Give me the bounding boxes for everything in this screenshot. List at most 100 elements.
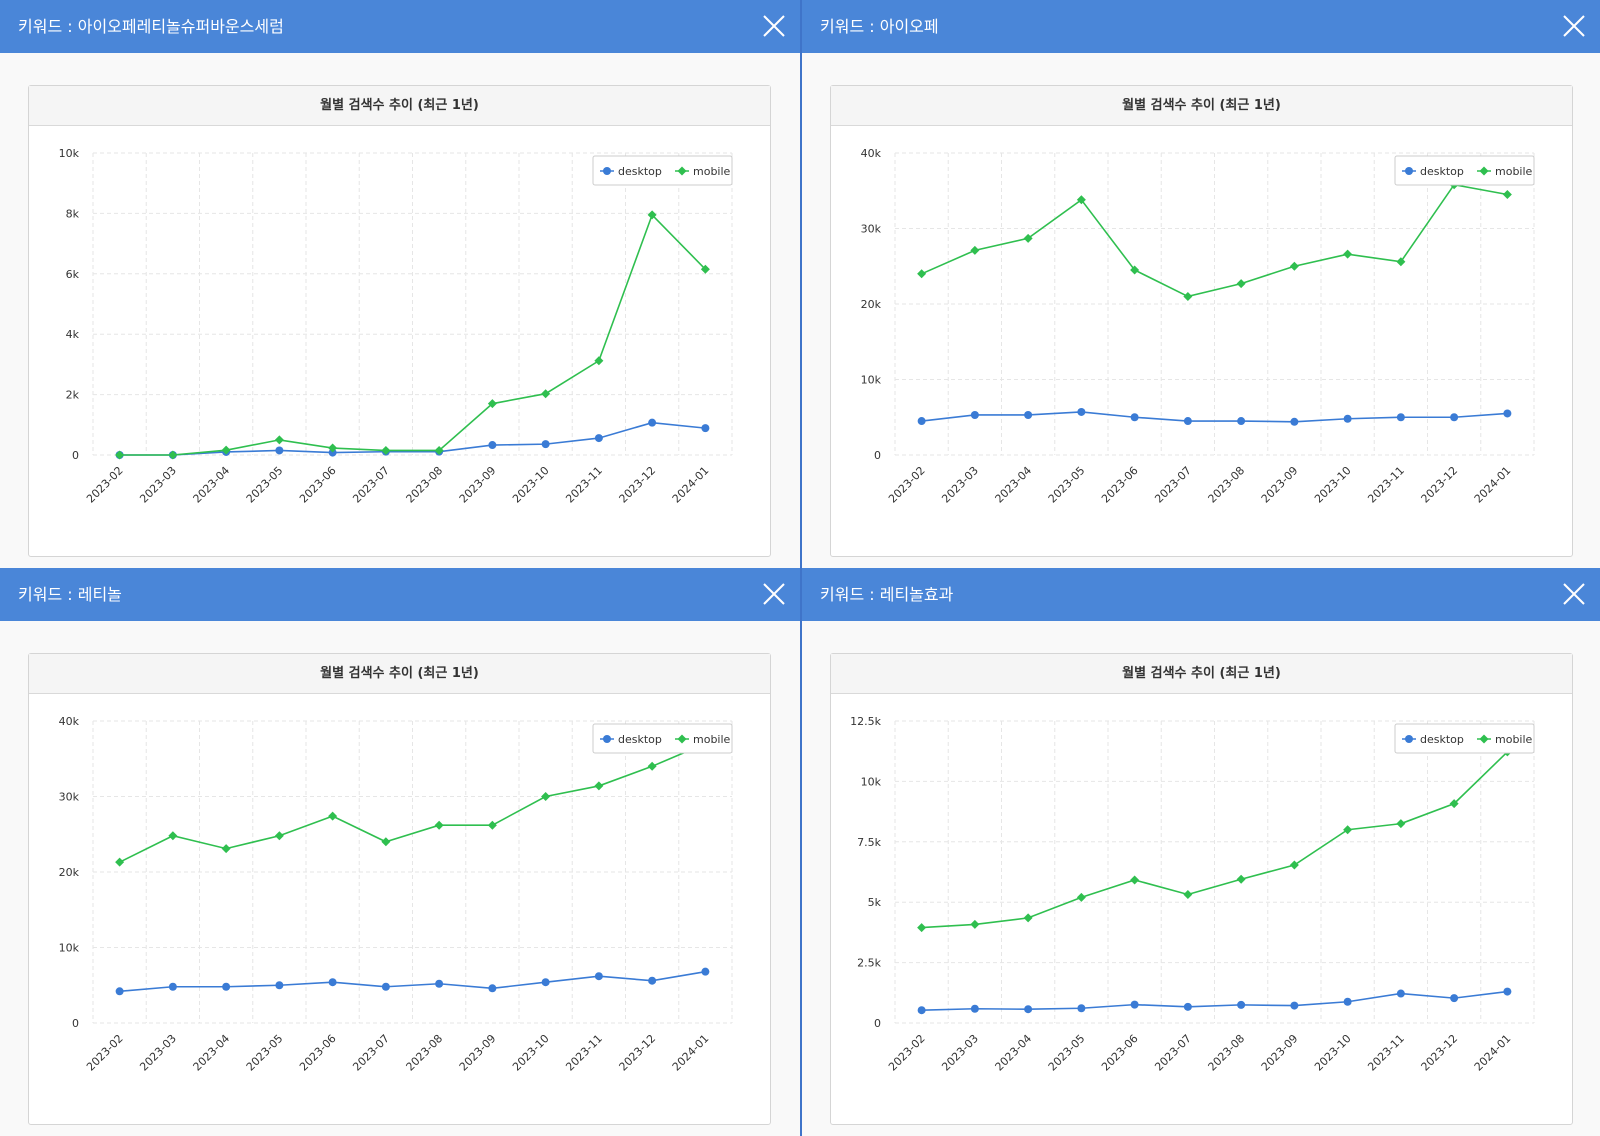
legend-mobile-label: mobile bbox=[693, 165, 731, 178]
desktop-point bbox=[381, 982, 390, 991]
mobile-point bbox=[1236, 279, 1246, 289]
mobile-point bbox=[434, 820, 444, 830]
mobile-point bbox=[115, 857, 125, 867]
x-tick-label: 2023-08 bbox=[404, 464, 446, 506]
desktop-point bbox=[1396, 989, 1405, 998]
mobile-series-line bbox=[119, 213, 706, 456]
x-tick-label: 2023-10 bbox=[1312, 1032, 1354, 1074]
desktop-point bbox=[1130, 413, 1139, 422]
desktop-point bbox=[1503, 409, 1512, 418]
keyword-panel-1: 키워드 : 아이오페레티놀슈퍼바운스세럼 월별 검색수 추이 (최근 1년) 0… bbox=[0, 0, 800, 568]
panel-header: 키워드 : 아이오페 bbox=[802, 0, 1600, 53]
y-tick-label: 0 bbox=[874, 449, 881, 462]
y-tick-label: 2.5k bbox=[857, 957, 881, 970]
close-icon[interactable] bbox=[760, 580, 788, 608]
legend-mobile-label: mobile bbox=[1495, 165, 1533, 178]
x-tick-label: 2023-03 bbox=[939, 464, 981, 506]
mobile-point bbox=[1343, 249, 1353, 259]
mobile-point bbox=[1449, 799, 1459, 809]
desktop-point bbox=[222, 982, 231, 991]
chart-legend: desktop mobile bbox=[1394, 155, 1535, 186]
mobile-point bbox=[115, 450, 125, 460]
mobile-point bbox=[1236, 874, 1246, 884]
mobile-point bbox=[1289, 860, 1299, 870]
chart-title: 월별 검색수 추이 (최근 1년) bbox=[831, 86, 1572, 126]
x-tick-label: 2023-09 bbox=[457, 464, 499, 506]
mobile-series-line bbox=[921, 183, 1508, 298]
mobile-point bbox=[487, 820, 497, 830]
x-tick-label: 2024-01 bbox=[1472, 1032, 1514, 1074]
desktop-series-line bbox=[119, 421, 706, 456]
x-tick-label: 2023-06 bbox=[297, 1032, 339, 1074]
y-tick-label: 6k bbox=[66, 268, 80, 281]
close-icon[interactable] bbox=[760, 12, 788, 40]
legend-box bbox=[1394, 155, 1535, 186]
legend-mobile-label: mobile bbox=[693, 733, 731, 746]
desktop-point bbox=[541, 440, 550, 449]
mobile-point bbox=[1076, 892, 1086, 902]
close-icon[interactable] bbox=[1560, 12, 1588, 40]
y-tick-label: 12.5k bbox=[850, 715, 881, 728]
desktop-point bbox=[1290, 1001, 1299, 1010]
mobile-point bbox=[1396, 257, 1406, 267]
mobile-point bbox=[328, 811, 338, 821]
mobile-point bbox=[1130, 875, 1140, 885]
y-tick-label: 7.5k bbox=[857, 836, 881, 849]
mobile-point bbox=[274, 435, 284, 445]
legend-mobile-marker bbox=[677, 734, 687, 744]
mobile-point bbox=[381, 837, 391, 847]
x-tick-label: 2023-12 bbox=[617, 464, 659, 506]
legend-desktop-marker bbox=[1405, 735, 1413, 743]
y-tick-label: 4k bbox=[66, 328, 80, 341]
desktop-point bbox=[917, 1006, 926, 1015]
mobile-point bbox=[541, 389, 551, 399]
mobile-point bbox=[594, 356, 604, 366]
mobile-point bbox=[1183, 889, 1193, 899]
y-tick-label: 30k bbox=[59, 791, 80, 804]
y-tick-label: 40k bbox=[59, 715, 80, 728]
close-icon[interactable] bbox=[1560, 580, 1588, 608]
desktop-point bbox=[701, 424, 710, 433]
y-tick-label: 0 bbox=[72, 449, 79, 462]
x-tick-label: 2023-07 bbox=[1152, 1032, 1194, 1074]
desktop-point bbox=[1396, 413, 1405, 422]
legend-desktop-marker bbox=[603, 167, 611, 175]
mobile-point bbox=[1289, 261, 1299, 271]
panel-header: 키워드 : 아이오페레티놀슈퍼바운스세럼 bbox=[0, 0, 800, 53]
x-tick-label: 2024-01 bbox=[670, 1032, 712, 1074]
desktop-point bbox=[1077, 1004, 1086, 1013]
legend-desktop-label: desktop bbox=[618, 733, 662, 746]
y-tick-label: 30k bbox=[861, 223, 882, 236]
legend-mobile-marker bbox=[1479, 166, 1489, 176]
mobile-point bbox=[168, 831, 178, 841]
desktop-point bbox=[541, 978, 550, 987]
mobile-point bbox=[221, 844, 231, 854]
mobile-point bbox=[647, 210, 657, 220]
desktop-point bbox=[1290, 417, 1299, 426]
mobile-point bbox=[970, 245, 980, 255]
y-tick-label: 8k bbox=[66, 207, 80, 220]
desktop-point bbox=[328, 978, 337, 987]
y-tick-label: 20k bbox=[861, 298, 882, 311]
x-tick-label: 2023-05 bbox=[1046, 1032, 1088, 1074]
desktop-point bbox=[970, 1004, 979, 1013]
panel-header: 키워드 : 레티놀 bbox=[0, 568, 800, 621]
x-tick-label: 2023-03 bbox=[939, 1032, 981, 1074]
legend-mobile-label: mobile bbox=[1495, 733, 1533, 746]
mobile-point bbox=[917, 269, 927, 279]
legend-box bbox=[592, 723, 733, 754]
mobile-point bbox=[487, 399, 497, 409]
legend-desktop-marker bbox=[603, 735, 611, 743]
x-tick-label: 2023-05 bbox=[244, 1032, 286, 1074]
mobile-point bbox=[168, 450, 178, 460]
mobile-point bbox=[1343, 825, 1353, 835]
x-tick-label: 2023-03 bbox=[137, 1032, 179, 1074]
desktop-point bbox=[1183, 417, 1192, 426]
y-tick-label: 0 bbox=[874, 1017, 881, 1030]
keyword-panel-4: 키워드 : 레티놀효과 월별 검색수 추이 (최근 1년) 0 2.5k 5k 7.5… bbox=[800, 568, 1600, 1136]
desktop-point bbox=[115, 987, 124, 996]
x-tick-label: 2023-02 bbox=[886, 464, 928, 506]
desktop-point bbox=[1024, 410, 1033, 419]
y-tick-label: 20k bbox=[59, 866, 80, 879]
keyword-panel-2: 키워드 : 아이오페 월별 검색수 추이 (최근 1년) 0 10k 20k 30k 4… bbox=[800, 0, 1600, 568]
